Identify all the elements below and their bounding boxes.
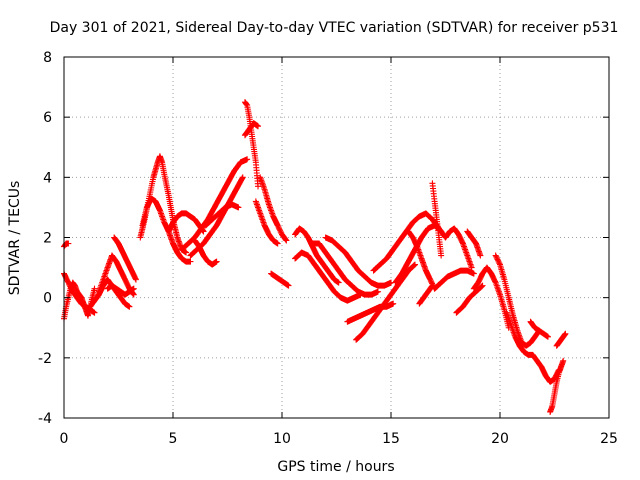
- grid: [64, 57, 609, 418]
- x-axis-label: GPS time / hours: [277, 459, 394, 475]
- data-series-arc-19: [268, 270, 292, 289]
- data-series-arc-18: [252, 198, 281, 247]
- plus-markers: [492, 252, 543, 349]
- x-tick-label: 10: [273, 431, 291, 447]
- plus-markers: [104, 282, 137, 298]
- x-tick-label: 5: [169, 431, 178, 447]
- plus-markers: [292, 225, 342, 286]
- data-series-arc-6: [111, 234, 139, 283]
- y-tick-label: -2: [38, 351, 52, 367]
- plus-markers: [322, 234, 394, 289]
- y-tick-label: 2: [43, 231, 52, 247]
- plus-markers: [309, 240, 381, 298]
- plus-markers: [547, 357, 567, 415]
- data-series-arc-29: [416, 282, 436, 307]
- x-tick-label: 15: [382, 431, 400, 447]
- y-tick-label: 0: [43, 291, 52, 307]
- chart-title: Day 301 of 2021, Sidereal Day-to-day VTE…: [50, 20, 619, 36]
- data-series-arc-32: [442, 225, 475, 271]
- plus-markers: [202, 201, 242, 229]
- data-series-arc-16: [241, 120, 262, 139]
- y-axis-label: SDTVAR / TECUs: [7, 181, 23, 296]
- plus-markers: [241, 120, 262, 139]
- data-series-arc-15: [241, 99, 262, 190]
- plus-markers: [191, 237, 220, 268]
- y-tick-label: 8: [43, 50, 52, 66]
- plus-markers: [257, 174, 290, 244]
- data-points: [61, 99, 569, 415]
- plus-markers: [527, 318, 551, 340]
- data-series-arc-23: [322, 234, 394, 289]
- data-series-arc-21: [292, 249, 364, 304]
- plus-markers: [111, 234, 139, 283]
- data-series-arc-34: [464, 228, 484, 259]
- data-series-arc-22: [309, 240, 381, 298]
- plus-markers: [453, 282, 486, 316]
- data-series-arc-7: [104, 282, 137, 298]
- data-series-arc-39: [547, 357, 567, 415]
- data-series-arc-8: [137, 153, 190, 256]
- data-series-arc-11: [178, 156, 251, 253]
- plus-markers: [429, 180, 445, 259]
- plus-markers: [553, 330, 569, 349]
- data-series-arc-17: [257, 174, 290, 244]
- plus-markers: [137, 153, 190, 256]
- data-series-arc-25: [353, 261, 418, 343]
- plus-markers: [61, 240, 72, 250]
- data-series-arc-33: [453, 282, 486, 316]
- x-tick-label: 20: [491, 431, 509, 447]
- y-tick-label: -4: [38, 411, 52, 427]
- axis-ticks: [63, 56, 610, 419]
- plus-markers: [464, 228, 484, 259]
- data-series-arc-36: [492, 252, 543, 349]
- data-series-arc-37: [503, 309, 562, 385]
- data-series-arc-40: [553, 330, 569, 349]
- x-tick-labels: 0 5 10 15 20 25: [60, 431, 618, 447]
- y-tick-label: 4: [43, 170, 52, 186]
- plus-markers: [503, 309, 562, 385]
- plus-markers: [416, 282, 436, 307]
- data-series-arc-38: [527, 318, 551, 340]
- plus-markers: [178, 156, 251, 253]
- data-series-arc-14: [202, 201, 242, 229]
- data-series-arc-1: [61, 240, 72, 250]
- data-series-arc-28: [405, 228, 438, 292]
- plus-markers: [292, 249, 364, 304]
- plus-markers: [442, 225, 475, 271]
- data-series-arc-30: [429, 180, 445, 259]
- plus-markers: [268, 270, 292, 289]
- plus-markers: [405, 228, 438, 292]
- x-tick-label: 0: [60, 431, 69, 447]
- plus-markers: [241, 99, 262, 190]
- plus-markers: [353, 261, 418, 343]
- x-tick-label: 25: [600, 431, 618, 447]
- y-tick-label: 6: [43, 110, 52, 126]
- y-tick-labels: -4 -2 0 2 4 6 8: [38, 50, 52, 427]
- data-series-arc-31: [431, 267, 477, 292]
- data-series-arc-20: [292, 225, 342, 286]
- data-series-arc-13: [191, 237, 220, 268]
- plus-markers: [252, 198, 281, 247]
- plus-markers: [431, 267, 477, 292]
